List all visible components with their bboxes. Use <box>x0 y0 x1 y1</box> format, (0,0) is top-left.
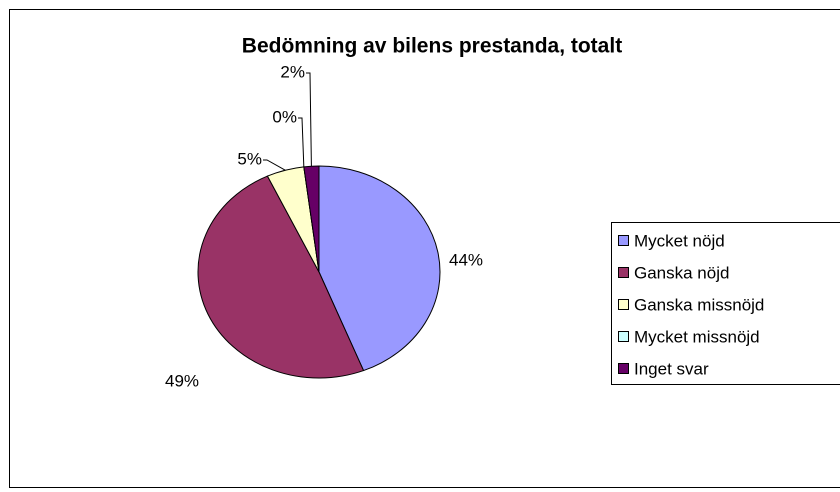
legend-label: Mycket missnöjd <box>634 327 760 346</box>
data-label: 49% <box>165 371 199 390</box>
leader-line <box>298 117 305 167</box>
legend-label: Ganska nöjd <box>634 263 729 282</box>
pie-slice <box>318 165 441 372</box>
legend-swatch <box>618 363 629 374</box>
legend-label: Mycket nöjd <box>634 231 725 250</box>
data-label: 44% <box>449 250 483 269</box>
legend-box <box>611 222 840 385</box>
legend-swatch <box>618 235 629 246</box>
leader-line <box>263 159 286 171</box>
data-label: 2% <box>280 62 305 81</box>
legend-swatch <box>618 267 629 278</box>
legend-label: Ganska missnöjd <box>634 295 764 314</box>
legend-label: Inget svar <box>634 359 709 378</box>
pie-slice <box>197 175 365 379</box>
legend-swatch <box>618 299 629 310</box>
legend-swatch <box>618 331 629 342</box>
data-label: 5% <box>237 149 262 168</box>
leader-line <box>306 72 312 167</box>
pie-slice <box>303 165 320 273</box>
data-label: 0% <box>272 107 297 126</box>
chart-title: Bedömning av bilens prestanda, totalt <box>242 35 622 58</box>
